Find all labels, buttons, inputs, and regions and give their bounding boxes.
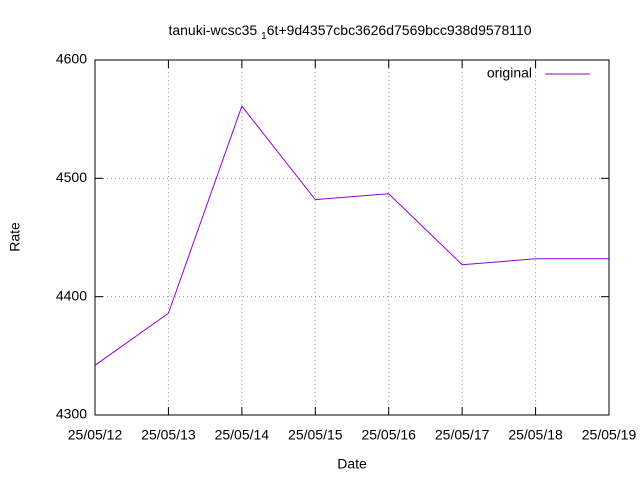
y-tick-label: 4300: [56, 406, 87, 422]
x-tick-label: 25/05/12: [68, 427, 123, 443]
series-line: [94, 105, 609, 366]
plot-border: [94, 59, 610, 416]
x-tick-label: 25/05/18: [508, 427, 563, 443]
title-part: 6t+9d4357cbc3626d7569bcc938d9578110: [267, 22, 532, 38]
x-tick-label: 25/05/15: [288, 427, 343, 443]
x-tick-label: 25/05/13: [141, 427, 196, 443]
x-tick-label: 25/05/17: [435, 427, 490, 443]
x-axis-label: Date: [337, 456, 367, 472]
chart-title: tanuki-wcsc35 16t+9d4357cbc3626d7569bcc93…: [168, 22, 531, 42]
x-tick-label: 25/05/14: [215, 427, 270, 443]
y-axis-label: Rate: [7, 222, 23, 252]
title-subscript: 1: [261, 31, 267, 42]
y-tick-label: 4500: [56, 169, 87, 185]
legend-label: original: [487, 65, 532, 81]
x-tick-label: 25/05/19: [582, 427, 637, 443]
y-tick-label: 4600: [56, 51, 87, 67]
y-tick-label: 4400: [56, 287, 87, 303]
title-part: tanuki-wcsc35: [168, 22, 257, 38]
x-tick-label: 25/05/16: [361, 427, 416, 443]
